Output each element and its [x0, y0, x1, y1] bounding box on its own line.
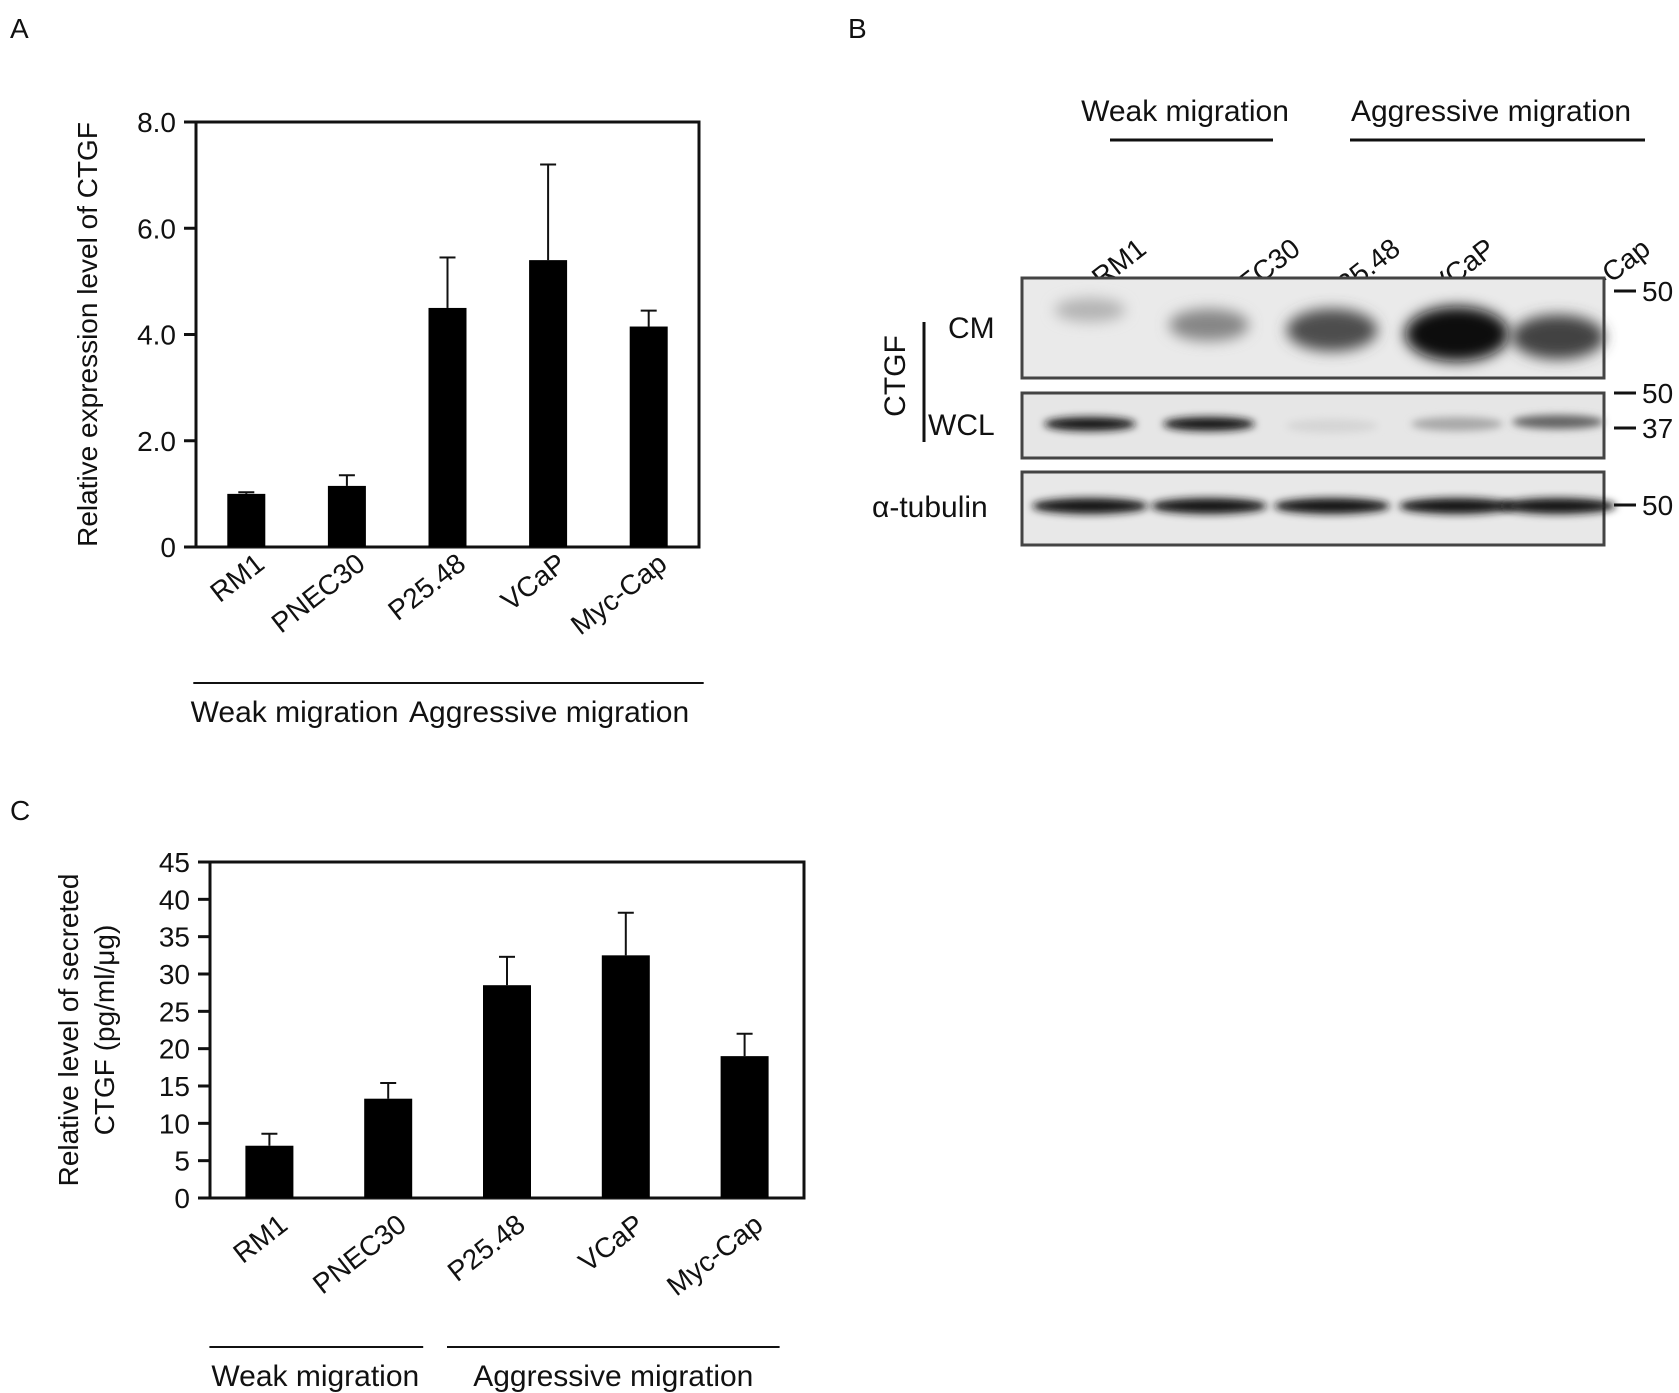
group-label: Weak migration — [191, 696, 399, 729]
mw-marker: 50 — [1642, 490, 1673, 521]
mw-marker: 37 — [1642, 413, 1673, 444]
blot-band — [1411, 417, 1503, 431]
y-tick-label: 40 — [159, 884, 190, 915]
x-tick-label: P25.48 — [382, 547, 471, 626]
x-tick-label: PNEC30 — [307, 1208, 412, 1299]
bar — [483, 985, 531, 1198]
panel-letter-c: C — [10, 795, 30, 826]
western-blot: Weak migration Aggressive migration RM1 … — [872, 95, 1673, 547]
y-tick-label: 2.0 — [137, 426, 176, 457]
mw-marker: 50 — [1642, 378, 1673, 409]
x-tick-label: RM1 — [227, 1208, 293, 1269]
panel-letter-a: A — [10, 13, 29, 44]
blot-band — [1399, 498, 1515, 514]
bar — [720, 1056, 769, 1198]
panel-letter-b: B — [848, 13, 867, 44]
blot-group-label-aggressive: Aggressive migration — [1351, 95, 1631, 128]
blot-group-label-weak: Weak migration — [1081, 95, 1289, 128]
group-label: Weak migration — [211, 1360, 419, 1393]
blot-band — [1500, 498, 1616, 514]
chart-c: 0 5 10 15 20 25 30 35 40 45 RM1 PNEC30 P25.48 VCaP Myc… — [53, 847, 806, 1393]
bar — [428, 307, 467, 547]
blot-band — [1151, 498, 1267, 514]
x-tick-label: VCaP — [573, 1208, 650, 1277]
y-tick-label: 35 — [159, 922, 190, 953]
bar — [245, 1145, 294, 1198]
x-tick-label: Myc-Cap — [661, 1208, 768, 1301]
group-label: Aggressive migration — [409, 696, 689, 729]
x-tick-label: RM1 — [204, 547, 270, 608]
x-tick-label: Myc-Cap — [565, 547, 672, 640]
y-tick-label: 10 — [159, 1108, 190, 1139]
blot-band — [1054, 298, 1126, 322]
blot-band — [1032, 498, 1148, 514]
blot-row-label-wcl: WCL — [928, 409, 995, 442]
blot-bands — [1032, 298, 1616, 514]
bar — [629, 326, 668, 547]
blot-band — [1286, 419, 1378, 433]
y-tick-label: 0 — [160, 532, 176, 563]
y-tick-label: 6.0 — [137, 213, 176, 244]
bar — [327, 485, 366, 547]
bar — [601, 955, 650, 1198]
blot-band — [1163, 417, 1255, 431]
y-tick-label: 15 — [159, 1071, 190, 1102]
y-tick-label: 20 — [159, 1034, 190, 1065]
bar — [529, 260, 568, 547]
y-tick-label: 5 — [174, 1146, 190, 1177]
y-axis-label: CTGF (pg/ml/μg) — [89, 925, 120, 1136]
y-tick-label: 45 — [159, 847, 190, 878]
blot-band — [1286, 308, 1378, 352]
x-tick-label: VCaP — [495, 547, 572, 616]
y-tick-label: 0 — [174, 1183, 190, 1214]
x-tick-label: P25.48 — [442, 1208, 531, 1287]
blot-protein-label: CTGF — [879, 335, 912, 417]
group-label: Aggressive migration — [473, 1360, 753, 1393]
bar — [227, 493, 266, 547]
blot-band — [1511, 314, 1605, 360]
mw-marker: 50 — [1642, 276, 1673, 307]
y-tick-label: 25 — [159, 996, 190, 1027]
blot-band — [1405, 306, 1509, 362]
y-tick-label: 8.0 — [137, 107, 176, 138]
blot-band — [1169, 308, 1249, 342]
x-tick-label: PNEC30 — [266, 547, 371, 638]
blot-row-label-tubulin: α-tubulin — [872, 491, 988, 524]
bar — [364, 1098, 413, 1198]
y-axis-label: Relative level of secreted — [53, 874, 84, 1187]
y-tick-label: 30 — [159, 959, 190, 990]
blot-band — [1274, 498, 1390, 514]
y-axis-label: Relative expression level of CTGF — [72, 122, 103, 547]
y-tick-label: 4.0 — [137, 320, 176, 351]
blot-row-label-cm: CM — [948, 312, 995, 345]
blot-band — [1512, 415, 1604, 429]
blot-band — [1044, 417, 1136, 431]
